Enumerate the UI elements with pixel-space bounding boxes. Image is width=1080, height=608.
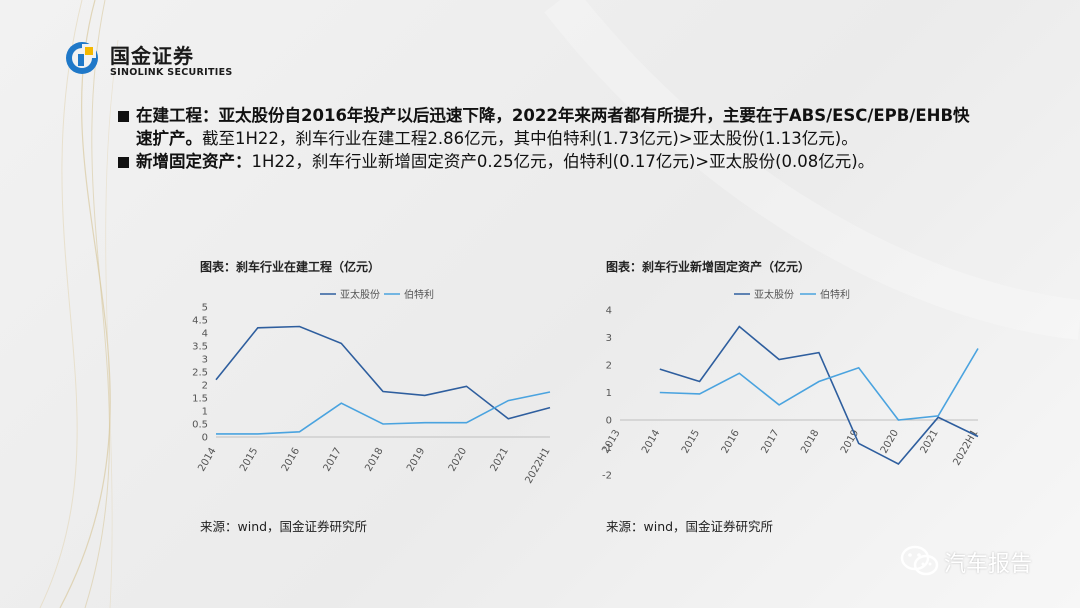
bullet-body: 截至1H22，刹车行业在建工程2.86亿元，其中伯特利(1.73亿元)>亚太股份… — [202, 129, 858, 148]
y-tick-label: 1 — [606, 388, 612, 399]
y-tick-label: 1 — [202, 407, 208, 418]
x-tick-label: 2015 — [680, 428, 702, 456]
bullet-item: 新增固定资产：1H22，刹车行业新增固定资产0.25亿元，伯特利(0.17亿元)… — [118, 150, 978, 173]
y-tick-label: 2 — [202, 381, 208, 392]
chart-source: 来源：wind，国金证券研究所 — [200, 519, 368, 534]
y-tick-label: 2 — [606, 361, 612, 372]
x-tick-label: 2013 — [600, 428, 622, 456]
bullet-item: 在建工程：亚太股份自2016年投产以后迅速下降，2022年来两者都有所提升，主要… — [118, 104, 978, 150]
legend-label: 亚太股份 — [754, 288, 794, 301]
y-tick-label: 3 — [606, 333, 612, 344]
bullet-lead: 在建工程：亚太股份自2016年投产以后迅速下降，2022年来两者都有所提升，主要… — [136, 106, 970, 148]
bullet-square-icon — [118, 157, 129, 168]
y-tick-label: -2 — [602, 471, 612, 482]
chart-plot: 亚太股份 伯特利 -2 -1 0 1 2 3 4 2013 2014 2015 2016 2017 2018… — [600, 288, 980, 482]
series-line — [659, 325, 979, 466]
chart-construction-in-progress: 图表：刹车行业在建工程（亿元） 亚太股份 伯特利 0 0.5 1 1.5 2 2.5 3 3.5 4… — [180, 250, 570, 540]
y-tick-label: 4.5 — [192, 316, 208, 327]
y-tick-label: 0 — [202, 433, 208, 444]
series-line — [216, 391, 551, 435]
bullet-square-icon — [118, 111, 129, 122]
x-tick-label: 2020 — [879, 428, 901, 456]
watermark: 汽车报告 — [900, 544, 1060, 580]
y-tick-label: 5 — [202, 303, 208, 314]
bullet-list: 在建工程：亚太股份自2016年投产以后迅速下降，2022年来两者都有所提升，主要… — [118, 104, 978, 173]
sinolink-logo-icon — [66, 42, 98, 74]
x-tick-label: 2016 — [720, 428, 742, 456]
x-tick-label: 2014 — [640, 428, 662, 456]
logo-name-en: SINOLINK SECURITIES — [110, 67, 233, 78]
chart-title: 图表：刹车行业新增固定资产（亿元） — [606, 260, 811, 274]
x-tick-label: 2016 — [280, 446, 302, 474]
x-tick-label: 2021 — [489, 446, 511, 474]
logo-name-cn: 国金证券 — [110, 44, 194, 68]
y-tick-label: 1.5 — [192, 394, 208, 405]
bullet-body: 1H22，刹车行业新增固定资产0.25亿元，伯特利(0.17亿元)>亚太股份(0… — [251, 152, 875, 171]
legend-label: 亚太股份 — [340, 288, 380, 301]
y-tick-label: 4 — [202, 329, 208, 340]
chart-plot: 亚太股份 伯特利 0 0.5 1 1.5 2 2.5 3 3.5 4 4.5 5 2014 2015 2016… — [192, 288, 553, 486]
x-tick-label: 2014 — [196, 446, 218, 474]
x-tick-label: 2020 — [447, 446, 469, 474]
bullet-lead: 新增固定资产： — [136, 152, 252, 171]
x-tick-label: 2015 — [238, 446, 260, 474]
x-tick-label: 2017 — [322, 446, 344, 474]
chart-new-fixed-assets: 图表：刹车行业新增固定资产（亿元） 亚太股份 伯特利 -2 -1 0 1 2 3 4 2013 20… — [590, 250, 1000, 540]
x-tick-label: 2017 — [759, 428, 781, 456]
chart-title: 图表：刹车行业在建工程（亿元） — [200, 260, 381, 274]
x-tick-label: 2021 — [919, 428, 941, 456]
company-logo: 国金证券 SINOLINK SECURITIES — [64, 38, 264, 84]
series-line — [659, 348, 979, 421]
y-tick-label: 3.5 — [192, 342, 208, 353]
x-tick-label: 2022H1 — [951, 428, 980, 468]
x-tick-label: 2018 — [799, 428, 821, 456]
watermark-text: 汽车报告 — [944, 552, 1033, 577]
y-tick-label: 0 — [606, 416, 612, 427]
x-tick-label: 2022H1 — [523, 446, 552, 486]
y-tick-label: 3 — [202, 355, 208, 366]
legend-label: 伯特利 — [404, 288, 434, 301]
x-tick-label: 2019 — [405, 446, 427, 474]
wechat-icon — [900, 545, 939, 576]
y-tick-label: -1 — [602, 443, 612, 454]
y-tick-label: 0.5 — [192, 420, 208, 431]
legend-label: 伯特利 — [820, 288, 850, 301]
chart-source: 来源：wind，国金证券研究所 — [606, 519, 774, 534]
y-tick-label: 4 — [606, 306, 612, 317]
y-tick-label: 2.5 — [192, 368, 208, 379]
x-tick-label: 2018 — [363, 446, 385, 474]
